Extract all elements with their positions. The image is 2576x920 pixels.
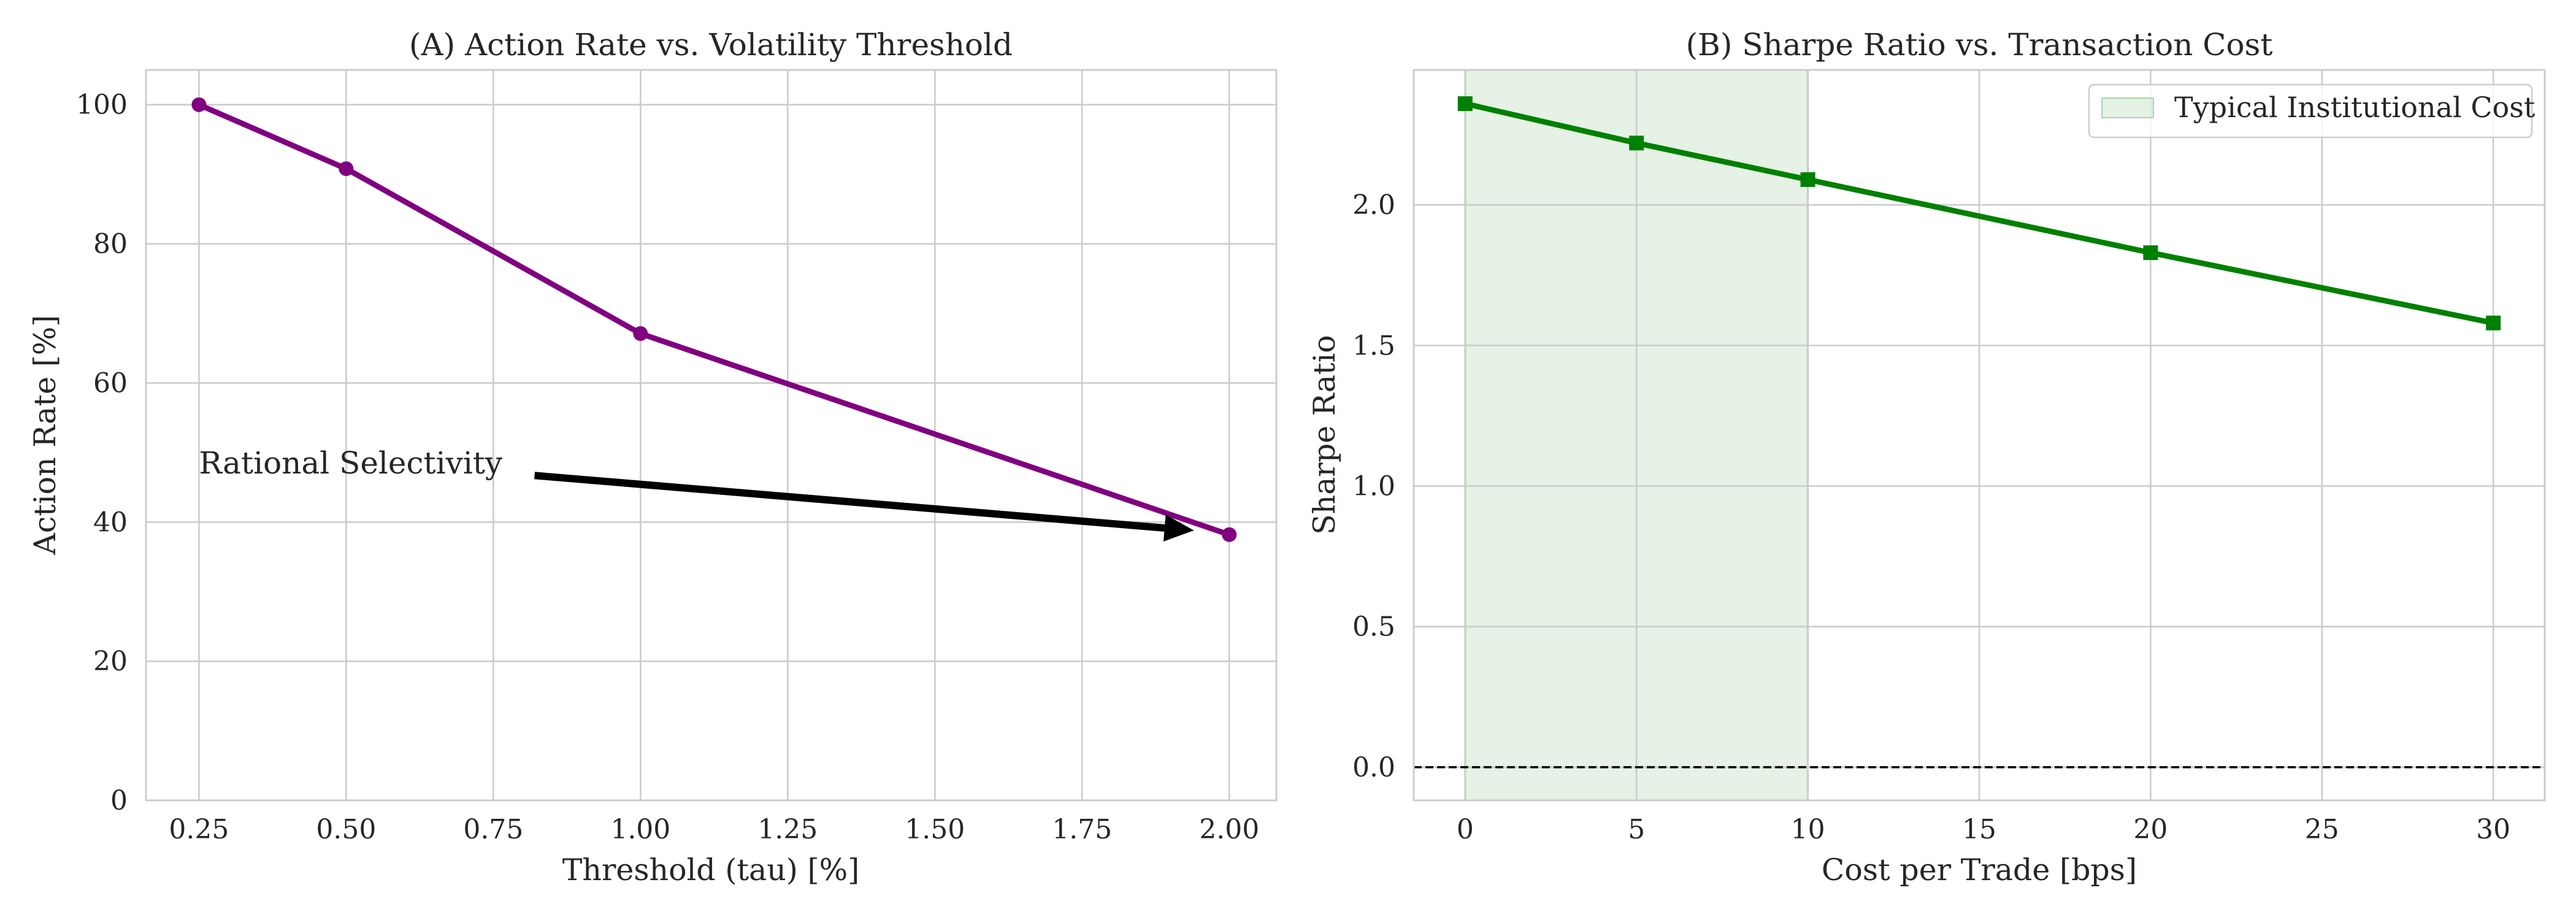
annotation-arrow-head [1163, 514, 1194, 542]
data-point [191, 97, 207, 112]
x-tick-label: 10 [1791, 814, 1825, 845]
panel-a-series [191, 97, 1237, 542]
data-point [1629, 136, 1644, 151]
panel-a-x-axis-label: Threshold (tau) [%] [562, 853, 860, 887]
panel-a-frame [145, 69, 1278, 802]
data-point [339, 161, 354, 177]
y-tick-label: 1.5 [1352, 330, 1395, 361]
x-tick-label: 0.75 [463, 814, 523, 845]
x-tick-label: 1.00 [610, 814, 670, 845]
panel-a-title: (A) Action Rate vs. Volatility Threshold [409, 27, 1013, 63]
x-tick-label: 25 [2305, 814, 2339, 845]
data-point [1222, 527, 1237, 542]
data-point [1457, 96, 1473, 112]
y-tick-label: 0.0 [1352, 752, 1395, 783]
panel-b-series [1457, 96, 2501, 331]
data-point [2486, 315, 2501, 331]
panel-a-action-rate: 0.25 0.50 0.75 1.00 1.25 1.50 1.75 2.00 0 20 40 60 8… [28, 27, 1278, 887]
series-line [197, 102, 1230, 537]
panel-b-title: (B) Sharpe Ratio vs. Transaction Cost [1686, 27, 2273, 63]
y-tick-label: 80 [93, 229, 128, 260]
y-tick-label: 0 [110, 785, 128, 816]
y-tick-label: 100 [76, 90, 128, 121]
panel-a-tick-labels: 0.25 0.50 0.75 1.00 1.25 1.50 1.75 2.00 0 20 40 60 8… [76, 90, 1259, 845]
panel-a-y-axis-label: Action Rate [%] [28, 315, 63, 555]
y-tick-label: 60 [93, 367, 128, 399]
x-tick-label: 2.00 [1199, 814, 1259, 845]
panel-b-x-axis-label: Cost per Trade [bps] [1822, 853, 2137, 887]
legend-label: Typical Institutional Cost [2174, 91, 2536, 124]
y-tick-label: 20 [93, 646, 128, 677]
x-tick-label: 1.75 [1052, 814, 1112, 845]
y-tick-label: 0.5 [1352, 611, 1395, 643]
x-tick-label: 1.25 [757, 814, 818, 845]
x-tick-label: 20 [2133, 814, 2168, 845]
x-tick-label: 5 [1628, 814, 1645, 845]
data-point [2143, 245, 2158, 260]
panel-b-grid [1414, 70, 2545, 800]
y-tick-label: 40 [93, 507, 128, 538]
y-tick-label: 1.0 [1352, 470, 1395, 502]
x-tick-label: 0.25 [169, 814, 229, 845]
legend-box [2088, 83, 2533, 139]
panel-a-grid [146, 70, 1276, 802]
panel-b-tick-labels: 0 5 10 15 20 25 30 0.0 0.5 1.0 1.5 2.0 [1352, 190, 2510, 845]
data-point [633, 326, 648, 341]
legend-swatch [2101, 98, 2154, 118]
x-tick-label: 0.50 [316, 814, 376, 845]
x-tick-label: 30 [2476, 814, 2510, 845]
annotation-arrow-shaft [534, 472, 1165, 532]
panel-a-annotation: Rational Selectivity [199, 445, 1194, 542]
legend: Typical Institutional Cost [2088, 83, 2536, 139]
x-tick-label: 15 [1962, 814, 1996, 845]
x-tick-label: 1.50 [905, 814, 965, 845]
annotation-text: Rational Selectivity [199, 445, 503, 481]
panel-b-y-axis-label: Sharpe Ratio [1307, 335, 1342, 535]
x-tick-label: 0 [1457, 814, 1474, 845]
panel-b-sharpe-ratio: 0 5 10 15 20 25 30 0.0 0.5 1.0 1.5 2.0 Typical Inst… [1307, 27, 2546, 887]
data-point [1800, 172, 1815, 187]
panel-b-frame [1413, 69, 2546, 802]
y-tick-label: 2.0 [1352, 190, 1395, 221]
